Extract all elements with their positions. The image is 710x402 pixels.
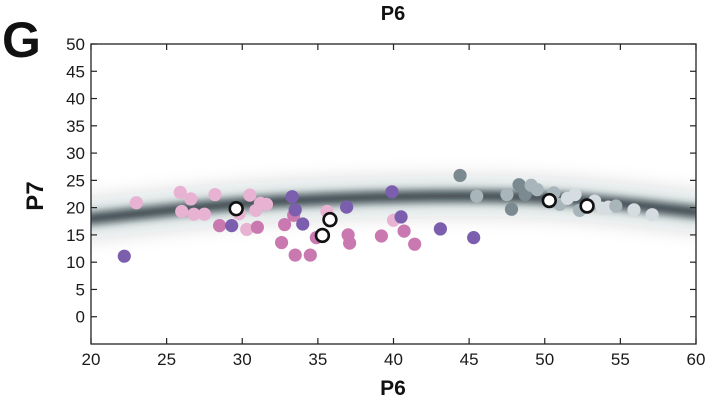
x-tick-label: 55	[611, 350, 630, 369]
scatter-point	[296, 217, 310, 231]
scatter-point	[394, 210, 408, 224]
y-tick-label: 40	[66, 90, 85, 109]
highlighted-point	[322, 211, 338, 228]
scatter-point	[453, 168, 467, 183]
scatter-point	[343, 236, 357, 250]
x-tick-label: 60	[687, 350, 706, 369]
x-axis-label: P6	[380, 377, 406, 400]
chart-title: P6	[381, 3, 405, 25]
scatter-point	[208, 187, 222, 202]
y-tick-label: 45	[66, 62, 85, 81]
x-tick-label: 35	[308, 350, 327, 369]
y-axis: 0 5 10 15 20 25 30 35 40 45 50	[66, 35, 696, 327]
panel-label: G	[2, 12, 41, 68]
x-axis: 20 25 30 35 40 45 50 55 60	[82, 44, 706, 369]
scatter-point	[385, 185, 399, 199]
scatter-point	[259, 197, 274, 211]
highlighted-point	[541, 192, 557, 209]
y-tick-label: 35	[66, 117, 85, 136]
highlighted-point	[228, 201, 244, 217]
scatter-point	[129, 196, 143, 210]
scatter-point	[512, 178, 526, 192]
scatter-point	[288, 248, 302, 262]
scatter-point	[303, 248, 317, 262]
y-tick-label: 20	[66, 199, 85, 218]
scatter-point	[609, 199, 623, 213]
scatter-point	[397, 224, 411, 238]
scatter-point	[627, 203, 641, 217]
scatter-point	[568, 187, 582, 202]
scatter-point	[285, 190, 299, 204]
scatter-point	[225, 219, 239, 233]
y-tick-label: 0	[76, 308, 85, 327]
y-tick-label: 25	[66, 171, 85, 190]
plot-area	[91, 168, 696, 263]
scatter-point	[374, 229, 388, 243]
scatter-point	[500, 187, 514, 202]
scatter-point	[433, 222, 447, 236]
scatter-point	[250, 220, 264, 234]
scatter-point	[470, 189, 484, 203]
x-tick-label: 50	[535, 350, 554, 369]
scatter-point	[340, 200, 354, 214]
y-tick-label: 30	[66, 144, 85, 163]
scatter-point	[504, 202, 519, 216]
highlighted-point	[314, 227, 331, 244]
scatter-point	[173, 185, 187, 199]
scatter-point	[645, 208, 659, 222]
scatter-point	[274, 235, 289, 250]
x-tick-label: 45	[460, 350, 479, 369]
y-tick-label: 5	[76, 280, 85, 299]
data-points	[117, 168, 659, 263]
scatter-point	[288, 203, 302, 217]
scatter-point	[530, 183, 544, 197]
y-tick-label: 15	[66, 226, 85, 245]
scatter-point	[467, 231, 481, 245]
scatter-point	[408, 237, 422, 251]
scatter-point	[117, 249, 131, 263]
highlighted-points	[228, 192, 595, 244]
scatter-point	[184, 192, 198, 206]
y-tick-label: 10	[66, 253, 85, 272]
scatter-point	[240, 222, 254, 237]
scatter-point	[175, 204, 189, 219]
x-tick-label: 30	[233, 350, 252, 369]
scatter-point	[212, 219, 227, 233]
x-tick-label: 20	[82, 350, 101, 369]
highlighted-point	[579, 198, 595, 214]
scatter-point	[278, 217, 292, 232]
y-axis-label: P7	[22, 181, 49, 210]
y-tick-label: 50	[66, 35, 85, 54]
scatter-point	[187, 207, 201, 221]
x-tick-label: 40	[384, 350, 403, 369]
x-tick-label: 25	[157, 350, 176, 369]
scatter-point	[243, 188, 257, 202]
scatter-point	[197, 207, 212, 221]
